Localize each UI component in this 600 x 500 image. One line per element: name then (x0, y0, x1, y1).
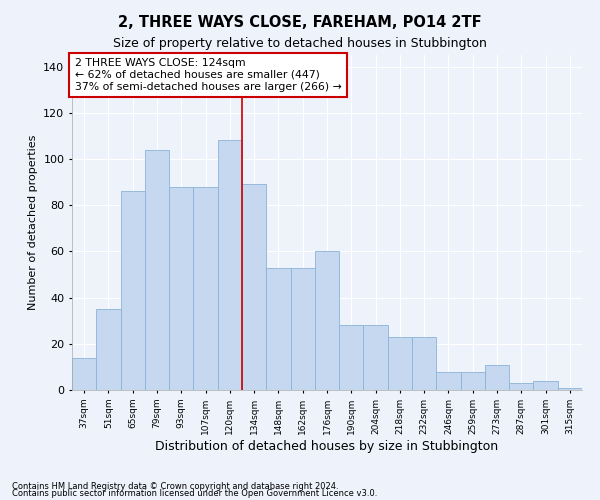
X-axis label: Distribution of detached houses by size in Stubbington: Distribution of detached houses by size … (155, 440, 499, 452)
Bar (121, 192, 145, 390)
Bar (339, 326, 364, 390)
Text: 2 THREE WAYS CLOSE: 124sqm
← 62% of detached houses are smaller (447)
37% of sem: 2 THREE WAYS CLOSE: 124sqm ← 62% of deta… (74, 58, 341, 92)
Bar (169, 186, 193, 390)
Bar (193, 186, 218, 390)
Bar (436, 372, 461, 390)
Bar (388, 337, 412, 390)
Bar (242, 184, 266, 390)
Bar (145, 150, 169, 390)
Bar (412, 337, 436, 390)
Text: Contains public sector information licensed under the Open Government Licence v3: Contains public sector information licen… (12, 489, 377, 498)
Bar (290, 268, 315, 390)
Bar (96, 309, 121, 390)
Bar (533, 381, 558, 390)
Bar (364, 326, 388, 390)
Bar (218, 140, 242, 390)
Bar (315, 252, 339, 390)
Bar (558, 388, 582, 390)
Bar (485, 364, 509, 390)
Bar (266, 268, 290, 390)
Bar (72, 358, 96, 390)
Y-axis label: Number of detached properties: Number of detached properties (28, 135, 38, 310)
Text: 2, THREE WAYS CLOSE, FAREHAM, PO14 2TF: 2, THREE WAYS CLOSE, FAREHAM, PO14 2TF (118, 15, 482, 30)
Text: Size of property relative to detached houses in Stubbington: Size of property relative to detached ho… (113, 38, 487, 51)
Bar (509, 383, 533, 390)
Bar (461, 372, 485, 390)
Text: Contains HM Land Registry data © Crown copyright and database right 2024.: Contains HM Land Registry data © Crown c… (12, 482, 338, 491)
